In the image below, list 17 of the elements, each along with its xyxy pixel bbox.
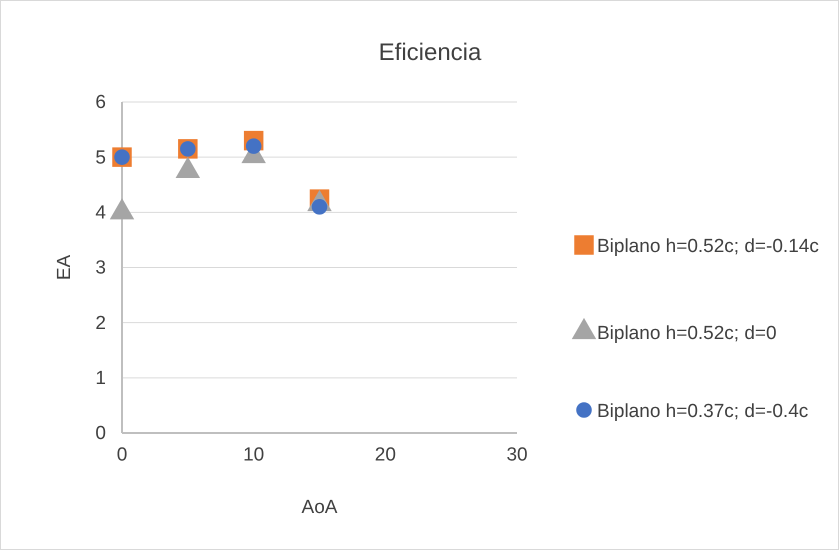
legend-label: Biplano h=0.52c; d=-0.14c [597,236,819,257]
x-tick-label: 0 [116,444,128,466]
y-tick-label: 4 [95,202,106,224]
y-tick-label: 2 [95,312,106,334]
x-tick-label: 30 [506,444,528,466]
y-tick-label: 5 [95,147,106,168]
legend-label: Biplano h=0.52c; d=0 [597,323,777,344]
legend-label: Biplano h=0.37c; d=-0.4c [597,401,808,422]
y-tick-label: 3 [95,258,106,279]
y-tick-label: 1 [95,368,106,389]
x-tick-label: 10 [243,444,264,466]
x-axis-title: AoA [302,497,338,518]
x-tick-label: 20 [374,444,396,466]
y-tick-label: 0 [95,423,106,444]
y-tick-label: 6 [95,92,106,114]
y-axis-title: EA [54,254,75,280]
chart-title: Eficiencia [378,39,482,66]
